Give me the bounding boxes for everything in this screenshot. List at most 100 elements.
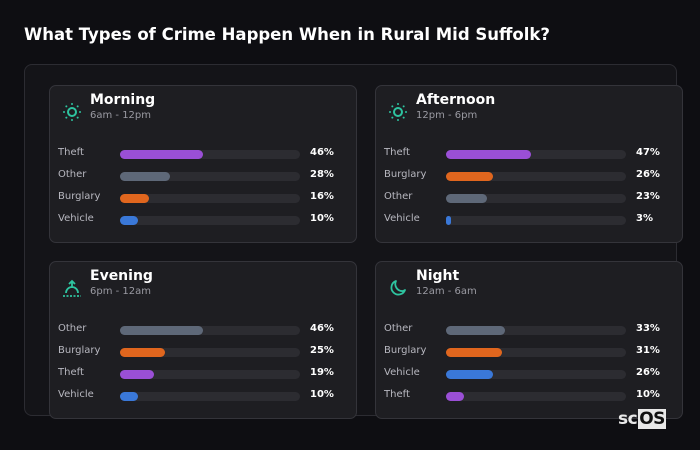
bar-label: Burglary [384,345,427,356]
bar [446,326,506,335]
bar-label: Other [58,323,87,334]
value-label: 31% [636,345,660,356]
bar [446,194,488,203]
card-evening: Evening 6pm - 12am Other 46% Burglary 25… [49,261,357,419]
bar-label: Burglary [384,169,427,180]
moon-icon [388,278,408,298]
bar-row: Theft 46% [58,147,348,160]
bar-track [446,326,626,335]
bar-label: Burglary [58,345,101,356]
bar-row: Theft 47% [384,147,674,160]
value-label: 19% [310,367,334,378]
scos-logo: sc OS [617,409,666,429]
bar [120,392,138,401]
bar-row: Burglary 31% [384,345,674,358]
bar-row: Theft 10% [384,389,674,402]
card-subtitle: 12pm - 6pm [416,110,478,121]
bar-track [446,348,626,357]
bar [446,150,531,159]
value-label: 3% [636,213,653,224]
bar-track [120,348,300,357]
bar-track [120,370,300,379]
bar-label: Theft [384,147,410,158]
bar-label: Vehicle [384,213,420,224]
bar-label: Vehicle [58,213,94,224]
bar-track [446,172,626,181]
bar [446,370,493,379]
bar-row: Vehicle 3% [384,213,674,226]
bar-label: Vehicle [384,367,420,378]
value-label: 16% [310,191,334,202]
bar [446,172,493,181]
value-label: 33% [636,323,660,334]
bar-row: Other 28% [58,169,348,182]
bar-track [120,326,300,335]
bar [446,348,502,357]
sun-icon [388,102,408,122]
card-night: Night 12am - 6am Other 33% Burglary 31% … [375,261,683,419]
bar-row: Vehicle 10% [58,389,348,402]
card-title: Morning [90,92,156,108]
bar [120,172,171,181]
bar-track [120,392,300,401]
card-title: Afternoon [416,92,496,108]
card-subtitle: 12am - 6am [416,286,477,297]
bar [120,326,203,335]
logo-text-b: OS [638,409,666,429]
bar-row: Vehicle 26% [384,367,674,380]
bar-track [446,216,626,225]
bar [120,216,138,225]
bar-track [446,370,626,379]
bar-row: Burglary 26% [384,169,674,182]
card-subtitle: 6pm - 12am [90,286,152,297]
bar-row: Burglary 16% [58,191,348,204]
bar [120,370,155,379]
bar [120,150,203,159]
bar-label: Theft [384,389,410,400]
value-label: 23% [636,191,660,202]
value-label: 25% [310,345,334,356]
sun-icon [62,102,82,122]
value-label: 46% [310,323,334,334]
value-label: 10% [636,389,660,400]
bar-label: Vehicle [58,389,94,400]
card-subtitle: 6am - 12pm [90,110,152,121]
bar [120,348,165,357]
bar-row: Other 46% [58,323,348,336]
sunset-icon [62,278,82,298]
bar-label: Burglary [58,191,101,202]
chart-title: What Types of Crime Happen When in Rural… [24,25,550,44]
bar-row: Other 33% [384,323,674,336]
value-label: 26% [636,169,660,180]
bar-label: Theft [58,367,84,378]
bar [120,194,149,203]
value-label: 26% [636,367,660,378]
card-title: Night [416,268,460,284]
value-label: 10% [310,389,334,400]
bar-row: Other 23% [384,191,674,204]
bar-track [446,392,626,401]
bar [446,216,452,225]
bar-track [446,150,626,159]
card-afternoon: Afternoon 12pm - 6pm Theft 47% Burglary … [375,85,683,243]
bar-row: Burglary 25% [58,345,348,358]
bar-row: Theft 19% [58,367,348,380]
bar [446,392,464,401]
bar-label: Other [384,191,413,202]
value-label: 28% [310,169,334,180]
value-label: 10% [310,213,334,224]
bar-track [120,150,300,159]
bar-track [120,216,300,225]
bar-label: Other [58,169,87,180]
value-label: 47% [636,147,660,158]
bar-track [120,194,300,203]
value-label: 46% [310,147,334,158]
bar-track [120,172,300,181]
card-morning: Morning 6am - 12pm Theft 46% Other 28% B… [49,85,357,243]
bar-label: Other [384,323,413,334]
bar-label: Theft [58,147,84,158]
logo-text-a: sc [618,409,638,429]
bar-track [446,194,626,203]
card-title: Evening [90,268,153,284]
bar-row: Vehicle 10% [58,213,348,226]
